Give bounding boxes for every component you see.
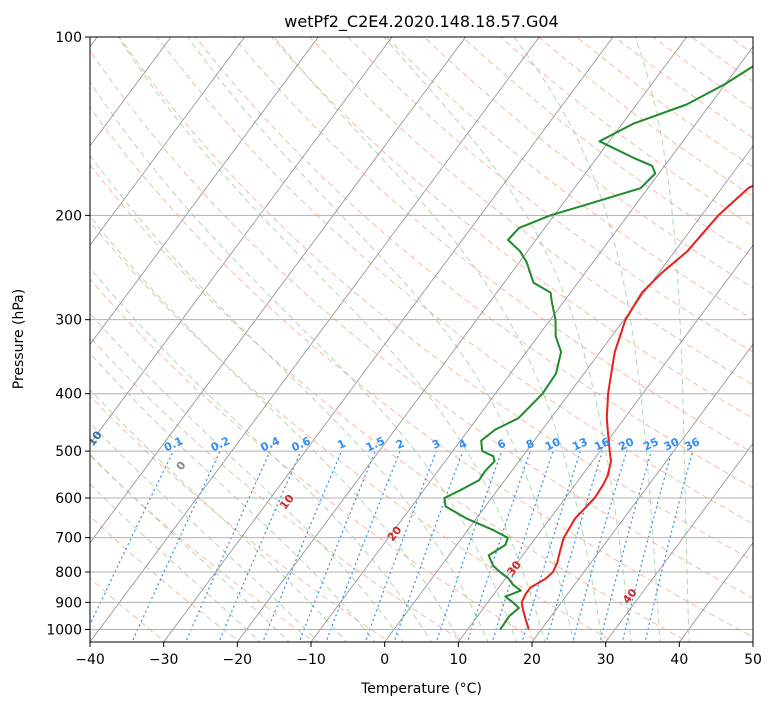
mixing-ratio-line [599, 450, 652, 642]
y-tick-label: 1000 [46, 622, 82, 638]
mixing-ratio-line [572, 450, 628, 642]
isotherm [531, 343, 753, 642]
dry-adiabat [118, 37, 753, 562]
sounding-trace [443, 65, 753, 630]
mixing-ratio-line [298, 450, 376, 642]
dry-adiabat [271, 37, 753, 419]
x-tick-label: 10 [449, 652, 467, 668]
isotherm [90, 37, 393, 445]
isotherm [384, 145, 753, 642]
isotherm [458, 244, 753, 642]
mixing-ratio-line [393, 450, 464, 642]
x-tick-label: 40 [670, 652, 688, 668]
x-tick-label: 30 [597, 652, 615, 668]
mixing-ratio-line [545, 450, 604, 642]
isotherm [90, 37, 319, 346]
isotherm [163, 37, 614, 642]
y-tick-label: 500 [55, 444, 82, 460]
dry-adiabat [385, 37, 753, 321]
x-tick-label: −30 [149, 652, 179, 668]
y-tick-label: 100 [55, 30, 82, 46]
sounding-trace [520, 184, 753, 630]
mixing-ratio-line [621, 450, 673, 642]
y-tick-label: 600 [55, 491, 82, 507]
dry-adiabat [233, 37, 753, 454]
x-tick-label: 20 [523, 652, 541, 668]
y-tick-label: 800 [55, 565, 82, 581]
y-tick-label: 400 [55, 387, 82, 403]
isotherm [605, 442, 753, 642]
mixing-ratio-line [90, 450, 174, 626]
mixing-ratio-line [364, 450, 437, 642]
isotherm [90, 37, 245, 246]
isotherm [310, 46, 753, 642]
isotherm [237, 37, 687, 642]
isotherm [90, 37, 540, 642]
x-tick-label: −10 [296, 652, 326, 668]
x-tick-label: −40 [75, 652, 105, 668]
y-tick-label: 900 [55, 595, 82, 611]
mixing-ratio-label: 25 [641, 435, 660, 453]
x-tick-label: −20 [223, 652, 253, 668]
dry-adiabat [423, 37, 753, 289]
mixing-ratio-label: 30 [662, 435, 682, 453]
moist-adiabat [90, 154, 489, 642]
mixing-ratio-label: 13 [570, 435, 589, 453]
isotherm [90, 37, 172, 147]
mixing-ratio-line [131, 450, 221, 642]
moist-adiabat [90, 422, 319, 642]
mixing-ratio-label: 36 [682, 435, 702, 453]
y-tick-label: 700 [55, 531, 82, 547]
x-tick-label: 50 [744, 652, 762, 668]
dry-adiabat [156, 37, 753, 525]
dry-adiabat [195, 37, 753, 489]
mixing-ratio-line [325, 450, 401, 642]
mixing-ratio-label: 16 [592, 435, 612, 453]
mixing-ratio-label: 20 [617, 435, 637, 453]
y-tick-label: 200 [55, 208, 82, 224]
mixing-ratio-line [521, 450, 581, 642]
isotherm [90, 37, 466, 544]
x-tick-label: 0 [380, 652, 389, 668]
chart-title: wetPf2_C2E4.2020.148.18.57.G04 [284, 12, 558, 32]
mixing-ratio-line [466, 450, 531, 642]
mixing-ratio-label: 10 [543, 435, 563, 453]
plot-frame [89, 36, 754, 643]
y-axis-label: Pressure (hPa) [11, 289, 27, 389]
mixing-ratio-line [491, 450, 554, 642]
moist-adiabat [90, 389, 348, 642]
mixing-ratio-line [644, 450, 694, 642]
y-tick-label: 300 [55, 313, 82, 329]
mixing-ratio-line [218, 450, 302, 642]
x-axis-label: Temperature (°C) [360, 681, 482, 697]
mixing-ratio-line [185, 450, 271, 642]
